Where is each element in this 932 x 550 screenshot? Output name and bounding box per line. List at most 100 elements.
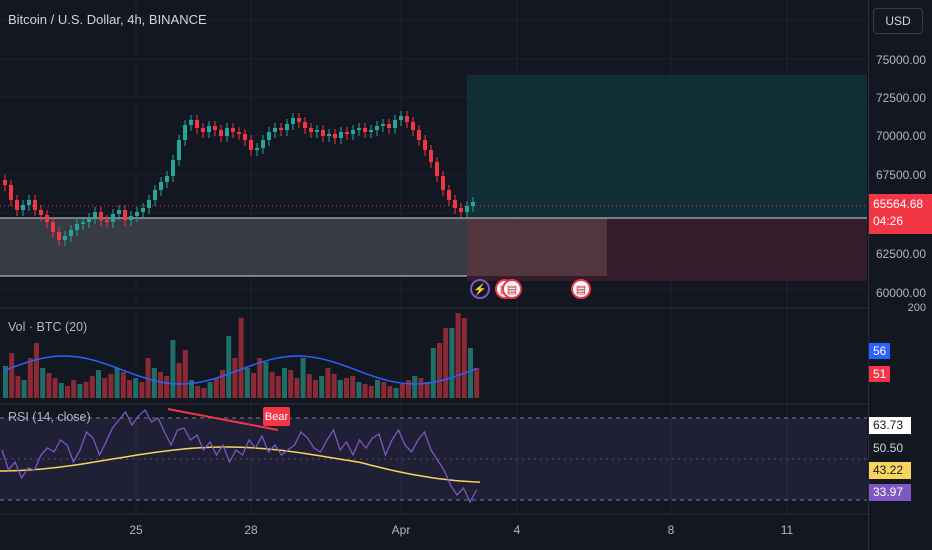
volume-bar bbox=[189, 380, 194, 398]
volume-bar bbox=[306, 374, 312, 398]
volume-bar bbox=[182, 350, 188, 398]
volume-bar bbox=[34, 343, 39, 398]
volume-bar bbox=[437, 343, 442, 398]
currency-button[interactable]: USD bbox=[873, 8, 923, 34]
candle-body bbox=[315, 130, 319, 132]
candle-body bbox=[171, 160, 175, 176]
volume-bar bbox=[102, 378, 108, 398]
candle-body bbox=[219, 130, 223, 136]
candle-body bbox=[153, 190, 157, 200]
us-flag-icon[interactable]: ▤ bbox=[571, 279, 591, 299]
candle-body bbox=[27, 200, 31, 205]
volume-bar bbox=[226, 336, 232, 398]
volume-bar bbox=[337, 380, 343, 398]
candlesticks bbox=[3, 111, 475, 246]
volume-bar bbox=[375, 380, 380, 398]
volume-bar bbox=[108, 374, 114, 398]
price-axis[interactable] bbox=[868, 0, 932, 550]
candle-body bbox=[105, 220, 109, 222]
chart-title[interactable]: Bitcoin / U.S. Dollar, 4h, BINANCE bbox=[8, 12, 207, 27]
volume-bar bbox=[21, 380, 27, 398]
volume-bar bbox=[461, 318, 467, 398]
volume-bar bbox=[65, 386, 70, 398]
candle-body bbox=[51, 222, 55, 232]
current-price-value: 65564.68 bbox=[873, 197, 924, 211]
volume-bar bbox=[319, 376, 325, 398]
candle-body bbox=[81, 222, 85, 224]
volume-tag: 51 bbox=[869, 366, 891, 382]
bear-divergence-badge: Bear bbox=[263, 407, 290, 426]
candle-body bbox=[207, 126, 211, 132]
volume-bar bbox=[89, 376, 95, 398]
candle-body bbox=[285, 124, 289, 130]
price-axis-label: 62500.00 bbox=[875, 247, 926, 261]
candle-body bbox=[363, 128, 367, 132]
volume-bar bbox=[220, 370, 225, 398]
candle-body bbox=[195, 120, 199, 128]
candle-body bbox=[327, 134, 331, 136]
candle-body bbox=[381, 124, 385, 126]
volume-bar bbox=[257, 358, 263, 398]
volume-bar bbox=[15, 376, 21, 398]
candle-body bbox=[471, 202, 475, 206]
volume-bar bbox=[368, 386, 374, 398]
candle-body bbox=[303, 122, 307, 128]
time-axis-label: 4 bbox=[513, 523, 521, 537]
candle-body bbox=[183, 125, 187, 140]
candle-body bbox=[117, 210, 121, 214]
volume-bar bbox=[356, 382, 362, 398]
volume-bar bbox=[52, 378, 58, 398]
bear-divergence-line bbox=[167, 408, 279, 431]
volume-bar bbox=[71, 380, 77, 398]
volume-bar bbox=[275, 376, 281, 398]
candle-body bbox=[57, 232, 61, 240]
candle-body bbox=[75, 224, 79, 230]
volume-bar bbox=[195, 386, 201, 398]
volume-bar bbox=[244, 368, 250, 398]
candle-body bbox=[129, 216, 133, 220]
volume-bar bbox=[201, 388, 207, 398]
volume-axis-label: 200 bbox=[907, 302, 926, 314]
volume-bar bbox=[288, 370, 294, 398]
candle-body bbox=[111, 214, 115, 222]
price-axis-label: 60000.00 bbox=[875, 286, 926, 300]
time-axis-label: 11 bbox=[780, 523, 794, 537]
candle-body bbox=[465, 206, 469, 212]
support-zone bbox=[0, 218, 467, 276]
candle-body bbox=[447, 190, 451, 200]
candle-body bbox=[237, 132, 241, 134]
chart-canvas[interactable] bbox=[0, 0, 868, 550]
volume-bar bbox=[387, 386, 393, 398]
volume-bar bbox=[418, 378, 424, 398]
volume-ma-line bbox=[5, 355, 477, 385]
candle-body bbox=[165, 176, 169, 182]
candle-body bbox=[87, 218, 91, 222]
candle-body bbox=[99, 212, 103, 220]
volume-bar bbox=[424, 382, 430, 398]
volume-bar bbox=[282, 368, 287, 398]
us-flag-icon[interactable]: ▤ bbox=[502, 279, 522, 299]
candle-body bbox=[45, 215, 49, 222]
volume-bar bbox=[213, 378, 219, 398]
candle-body bbox=[321, 130, 325, 136]
lightning-icon[interactable]: ⚡ bbox=[470, 279, 490, 299]
volume-bar bbox=[158, 372, 163, 398]
candle-body bbox=[3, 180, 7, 185]
volume-bar bbox=[474, 368, 480, 398]
candle-body bbox=[267, 132, 271, 140]
price-axis-label: 67500.00 bbox=[875, 168, 926, 182]
volume-indicator-label[interactable]: Vol · BTC (20) bbox=[8, 320, 88, 334]
volume-bar bbox=[40, 368, 46, 398]
candle-body bbox=[63, 236, 67, 240]
rsi-tag: 33.97 bbox=[869, 484, 911, 501]
volume-bar bbox=[96, 370, 101, 398]
volume-bar bbox=[362, 384, 368, 398]
candle-body bbox=[357, 128, 361, 130]
candle-body bbox=[339, 132, 343, 138]
candle-body bbox=[273, 128, 277, 132]
volume-bar bbox=[27, 358, 33, 398]
rsi-indicator-label[interactable]: RSI (14, close) bbox=[8, 410, 91, 424]
volume-bar bbox=[46, 373, 52, 398]
rsi-line bbox=[1, 408, 478, 504]
candle-body bbox=[459, 208, 463, 212]
